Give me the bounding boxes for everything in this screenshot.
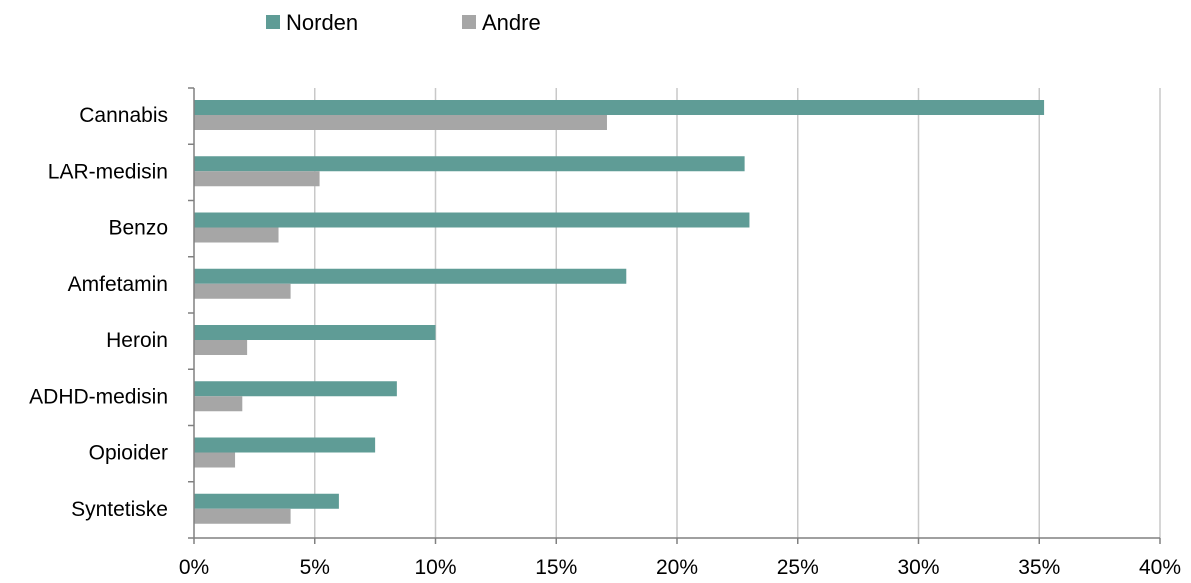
category-label: ADHD-medisin — [29, 385, 168, 408]
category-label: Opioider — [89, 442, 168, 465]
bar-norden-5 — [194, 381, 397, 397]
bar-norden-6 — [194, 437, 376, 453]
x-tick-label: 40% — [1139, 556, 1181, 579]
bar-norden-1 — [194, 156, 745, 172]
bar-andre-4 — [194, 340, 248, 355]
x-tick-label: 20% — [656, 556, 698, 579]
x-tick-label: 5% — [300, 556, 330, 579]
x-tick-label: 30% — [897, 556, 939, 579]
axes — [188, 87, 1161, 544]
category-label: Cannabis — [79, 104, 168, 127]
legend-swatch-norden — [266, 15, 280, 29]
bar-andre-7 — [194, 508, 291, 524]
legend-label-norden: Norden — [286, 10, 358, 35]
legend: Norden Andre — [266, 10, 541, 35]
x-tick-label: 25% — [777, 556, 819, 579]
bar-norden-3 — [194, 268, 627, 284]
bar-andre-1 — [194, 171, 320, 187]
x-tick-label: 10% — [414, 556, 456, 579]
gridlines — [314, 88, 1161, 538]
x-tick-labels: 0% 5% 10% 15% 20% 25% 30% 35% 40% — [179, 556, 1181, 579]
bar-norden-4 — [194, 325, 436, 340]
bar-norden-2 — [194, 212, 750, 228]
bar-andre-2 — [194, 227, 279, 243]
category-label: Heroin — [106, 329, 168, 352]
bar-andre-5 — [194, 396, 243, 412]
bar-norden-7 — [194, 493, 339, 509]
bar-andre-3 — [194, 283, 291, 299]
bar-andre-6 — [194, 452, 236, 468]
legend-label-andre: Andre — [482, 10, 541, 35]
category-labels: Cannabis LAR-medisin Benzo Amfetamin Heroin A… — [29, 104, 168, 521]
bar-andre-0 — [194, 115, 607, 130]
category-label: LAR-medisin — [48, 160, 168, 183]
category-label: Syntetiske — [71, 498, 168, 521]
legend-swatch-andre — [462, 15, 476, 29]
x-tick-label: 15% — [535, 556, 577, 579]
x-tick-label: 0% — [179, 556, 209, 579]
bars — [194, 100, 1045, 524]
category-label: Benzo — [108, 217, 168, 240]
category-label: Amfetamin — [68, 273, 168, 296]
x-tick-label: 35% — [1018, 556, 1060, 579]
bar-norden-0 — [194, 100, 1045, 115]
